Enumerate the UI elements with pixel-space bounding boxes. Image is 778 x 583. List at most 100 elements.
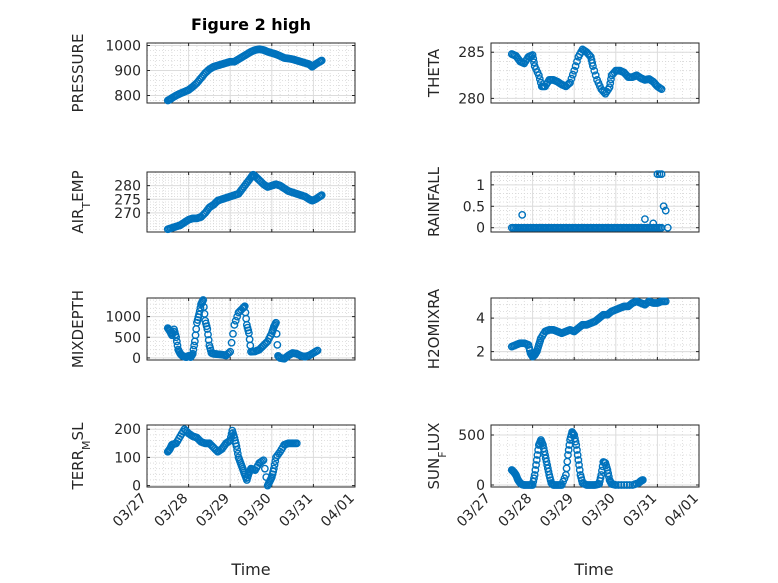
axes-box	[490, 171, 700, 233]
data-point	[226, 347, 235, 356]
data-point	[596, 474, 605, 482]
y-tick-label: 270	[114, 206, 141, 222]
data-point	[172, 337, 181, 346]
x-axis-label-right: Time	[573, 560, 613, 579]
data-point	[528, 51, 537, 59]
data-point	[571, 62, 580, 70]
data-point	[195, 310, 203, 319]
data-point	[570, 66, 579, 75]
data-point	[614, 481, 623, 489]
subplot-2: 280 285 THETA	[425, 42, 700, 107]
data-point	[605, 83, 614, 92]
data-point	[530, 471, 539, 479]
data-point	[204, 330, 212, 339]
data-point	[611, 481, 620, 489]
data-point	[224, 349, 233, 357]
data-point	[617, 481, 626, 489]
y-tick-label: 0	[476, 221, 485, 237]
y-tick-label: 1	[476, 178, 485, 194]
plot-area	[491, 43, 699, 103]
data-point	[189, 345, 198, 354]
data-point	[317, 191, 326, 200]
data-point	[573, 446, 581, 454]
axes-box	[146, 42, 356, 104]
data-point	[574, 456, 583, 464]
plot-area	[491, 425, 699, 487]
axes-box	[490, 42, 700, 104]
data-point	[229, 329, 237, 338]
data-point	[597, 471, 606, 479]
axes-box	[146, 424, 356, 488]
data-point	[292, 439, 301, 448]
data-point	[571, 437, 580, 446]
data-point	[172, 333, 181, 342]
x-axis-label-left: Time	[230, 560, 270, 579]
data-point	[661, 206, 670, 215]
data-point	[230, 320, 239, 329]
data-point	[564, 451, 572, 459]
data-point	[531, 466, 540, 474]
y-tick-label: 1000	[105, 310, 141, 326]
axes-box	[490, 297, 700, 361]
y-tick-label: 0	[132, 351, 141, 367]
data-point	[588, 59, 597, 67]
data-point	[259, 456, 268, 465]
data-point	[572, 441, 581, 449]
y-tick-label: 4	[476, 311, 485, 327]
data-point	[231, 316, 240, 325]
y-axis-label: SUNFLUX	[425, 423, 449, 490]
data-point	[233, 445, 242, 454]
y-axis-label: TERRMSL	[69, 422, 93, 491]
data-point	[573, 451, 582, 459]
y-tick-label: 285	[458, 45, 485, 61]
data-point	[190, 341, 199, 350]
y-tick-label: 275	[114, 192, 141, 208]
plot-area	[491, 298, 699, 360]
data-point	[203, 325, 212, 333]
y-axis-label: MIXDEPTH	[69, 290, 87, 368]
data-point	[535, 75, 544, 83]
data-point	[534, 71, 543, 80]
y-tick-label: 280	[458, 91, 485, 107]
data-point	[188, 349, 197, 358]
data-point	[625, 481, 634, 489]
y-tick-label: 0	[132, 479, 141, 495]
y-tick-label: 500	[114, 330, 141, 346]
data-point	[232, 442, 241, 451]
y-axis-label: H2OMIXRA	[425, 288, 443, 369]
subplot-6: 2 4 H2OMIXRA	[425, 288, 700, 369]
y-tick-label: 0.5	[463, 199, 485, 215]
data-point	[273, 340, 282, 349]
data-point	[661, 297, 670, 306]
data-point	[649, 219, 658, 228]
data-point	[530, 58, 538, 67]
y-axis-label: RAINFALL	[425, 166, 443, 237]
data-point	[272, 318, 280, 327]
y-axis-label: AIRTEMP	[69, 170, 93, 233]
data-point	[622, 481, 631, 489]
y-tick-label: 900	[114, 64, 141, 80]
y-axis-label: PRESSURE	[69, 34, 87, 113]
data-point	[606, 79, 615, 88]
data-point	[272, 329, 281, 338]
data-point	[657, 170, 666, 179]
data-point	[317, 56, 326, 65]
y-tick-label: 800	[114, 89, 141, 105]
data-point	[663, 223, 672, 232]
data-point	[227, 338, 236, 347]
data-point	[270, 461, 279, 469]
data-point	[530, 474, 538, 483]
data-point	[589, 62, 597, 70]
data-point	[269, 464, 278, 473]
data-point	[641, 215, 649, 224]
figure-title: Figure 2 high	[191, 15, 311, 34]
data-point	[585, 51, 594, 60]
subplot-4: 0 0.5 1 RAINFALL	[425, 166, 700, 237]
y-tick-label: 1000	[105, 39, 141, 55]
data-point	[533, 451, 542, 459]
data-point	[532, 456, 541, 464]
data-point	[518, 210, 527, 219]
data-point	[260, 464, 269, 473]
data-point	[529, 54, 538, 63]
